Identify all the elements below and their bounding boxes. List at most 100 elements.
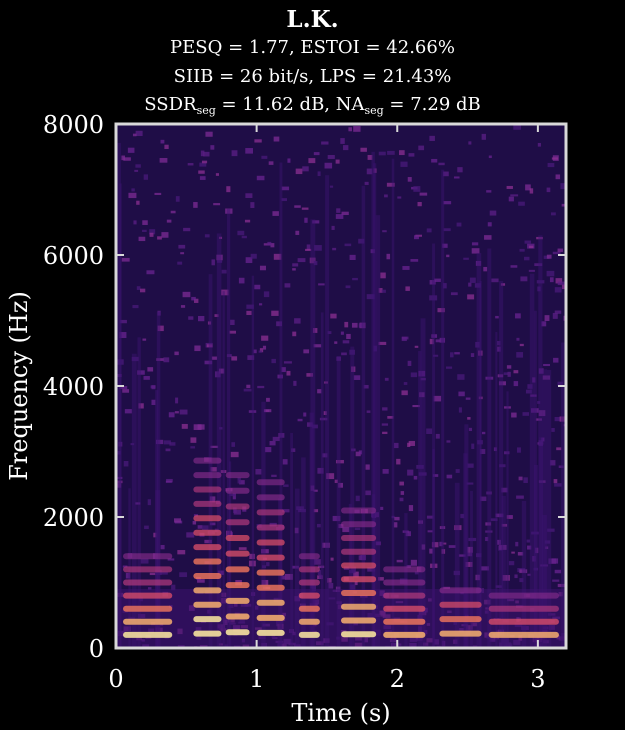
noise-speckle [413,235,419,240]
harmonic-band [193,515,222,522]
harmonic-band [193,544,222,551]
noise-speckle [319,417,328,421]
noise-speckle [175,196,180,202]
noise-speckle [125,572,131,579]
harmonic-band [383,618,426,625]
noise-speckle [157,325,164,332]
noise-speckle [513,381,519,387]
noise-speckle [283,484,289,487]
noise-speckle [429,338,434,345]
noise-speckle [249,553,255,560]
noise-speckle [346,333,351,339]
spectral-striation [487,248,492,648]
noise-speckle [248,410,257,413]
noise-speckle [225,208,233,214]
noise-speckle [556,447,562,451]
noise-speckle [124,409,132,414]
harmonic-band [193,472,222,479]
noise-speckle [269,440,276,446]
noise-speckle [481,566,489,571]
noise-speckle [408,440,415,446]
noise-speckle [466,482,474,485]
noise-speckle [352,571,359,578]
noise-speckle [281,367,286,373]
noise-speckle [429,280,436,285]
spectral-striation [464,424,469,648]
noise-speckle [378,288,383,293]
noise-speckle [151,385,156,390]
noise-speckle [468,427,473,432]
noise-speckle [142,220,148,225]
noise-speckle [241,235,247,239]
noise-speckle [226,530,233,537]
noise-speckle [500,283,506,286]
noise-speckle [154,192,162,195]
harmonic-band [383,631,426,638]
noise-speckle [351,366,356,372]
noise-speckle [360,147,367,152]
harmonic-band [488,592,559,599]
noise-speckle [408,505,414,512]
noise-speckle [468,282,472,287]
noise-speckle [258,350,262,353]
noise-speckle [197,525,203,529]
noise-speckle [426,428,433,435]
noise-speckle [419,392,425,398]
noise-speckle [458,407,462,413]
noise-speckle [121,155,126,161]
noise-speckle [405,286,410,291]
noise-speckle [264,447,272,453]
noise-speckle [173,518,182,523]
noise-speckle [554,310,562,314]
harmonic-band [298,631,320,638]
harmonic-band [341,507,377,514]
noise-speckle [536,236,543,240]
harmonic-band [488,631,559,638]
spectral-striation [476,252,482,648]
noise-speckle [132,133,137,137]
noise-speckle [341,352,347,356]
noise-speckle [501,523,508,527]
noise-speckle [155,569,162,575]
noise-speckle [405,531,411,537]
noise-speckle [155,439,164,445]
noise-speckle [250,202,255,208]
noise-speckle [210,445,219,448]
noise-speckle [488,155,492,159]
harmonic-band [298,566,320,573]
noise-speckle [209,496,216,503]
noise-speckle [561,203,566,207]
noise-speckle [553,479,558,484]
noise-speckle [131,356,139,362]
noise-speckle [400,161,408,167]
noise-speckle [470,353,475,358]
spectral-striation [470,490,473,648]
noise-speckle [341,211,349,216]
noise-speckle [527,545,532,550]
spectral-striation [301,457,306,648]
noise-speckle [117,359,124,365]
noise-speckle [530,394,537,397]
harmonic-band [298,592,320,599]
noise-speckle [486,190,492,193]
noise-speckle [367,154,373,160]
noise-speckle [486,491,492,495]
noise-speckle [355,451,361,457]
noise-speckle [246,304,254,309]
noise-speckle [453,176,460,179]
noise-speckle [293,380,297,386]
noise-speckle [410,259,419,262]
spectral-striation [418,351,422,648]
noise-speckle [438,162,445,166]
noise-speckle [418,145,425,151]
noise-speckle [210,522,216,526]
noise-speckle [231,356,238,361]
harmonic-band [341,534,377,541]
noise-speckle [365,464,370,470]
noise-speckle [526,539,531,543]
noise-speckle [239,480,245,485]
noise-speckle [253,349,257,354]
noise-speckle [171,584,176,591]
harmonic-band [256,539,285,546]
noise-speckle [297,258,306,263]
